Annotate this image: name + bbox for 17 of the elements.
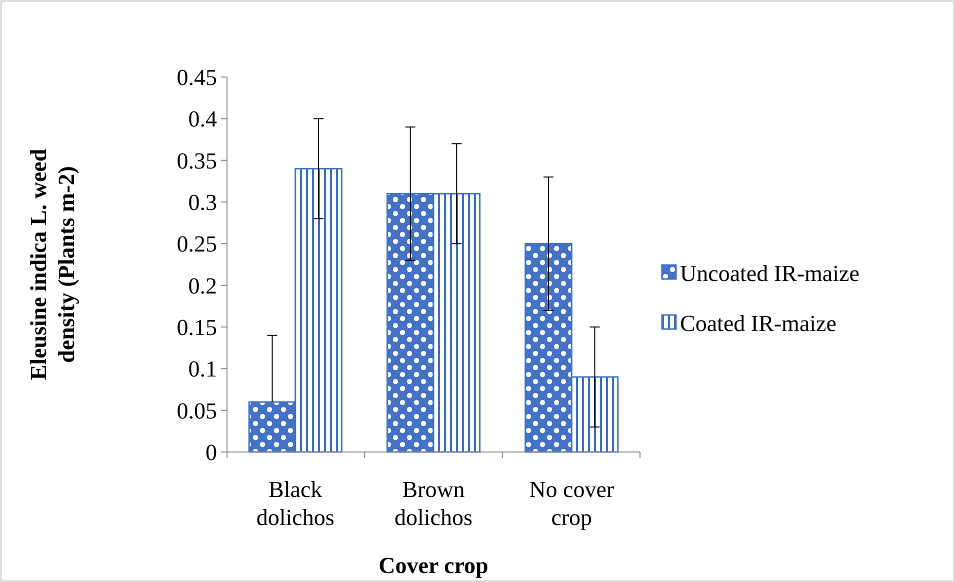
y-tick-label: 0.3 bbox=[188, 190, 217, 216]
y-tick-label: 0.4 bbox=[188, 106, 218, 132]
x-axis-title: Cover crop bbox=[378, 553, 488, 578]
y-tick-label: 0.25 bbox=[176, 232, 217, 257]
y-tick-label: 0 bbox=[206, 440, 217, 466]
y-axis-title: Eleusine indica L. weed density (Plants m-2) bbox=[26, 148, 79, 380]
y-tick-label: 0.15 bbox=[176, 315, 217, 340]
y-tick-label: 0.1 bbox=[188, 356, 217, 382]
legend-label: Coated IR-maize bbox=[680, 311, 836, 336]
legend-label: Uncoated IR-maize bbox=[680, 261, 860, 286]
y-tick-label: 0.05 bbox=[176, 398, 217, 424]
y-tick-label: 0.2 bbox=[188, 273, 217, 298]
x-tick-label: No cover crop bbox=[529, 477, 614, 530]
y-tick-label: 0.35 bbox=[176, 148, 217, 174]
x-tick-label: Brown dolichos bbox=[394, 477, 473, 530]
x-tick-label: Black dolichos bbox=[256, 477, 334, 530]
y-tick-label: 0.45 bbox=[176, 65, 217, 90]
